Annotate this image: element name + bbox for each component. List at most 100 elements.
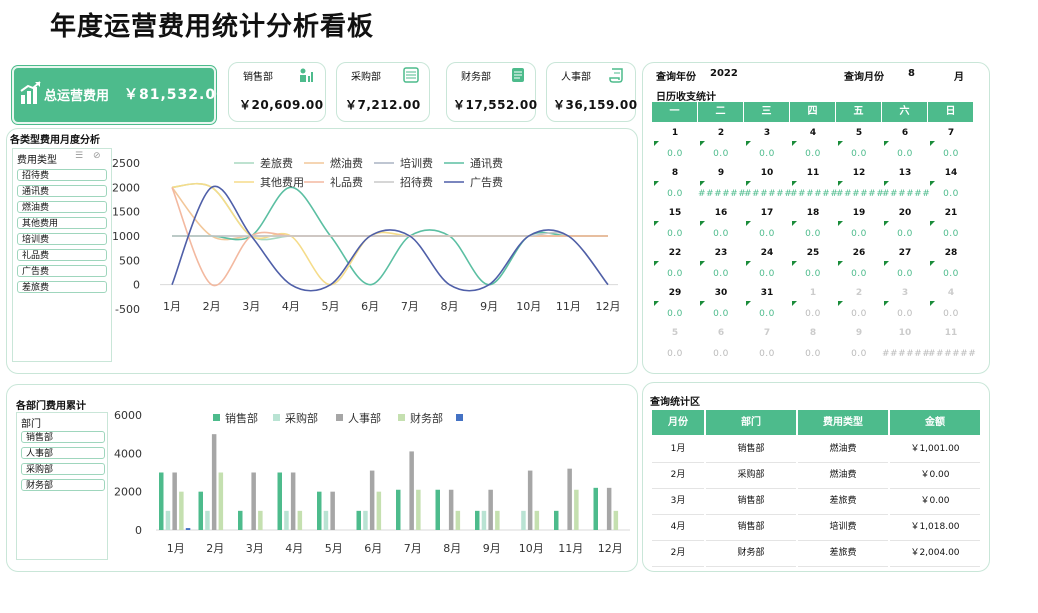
slicer-item[interactable]: 礼品费: [17, 249, 107, 261]
calendar-day-value: 0.0: [667, 349, 683, 359]
y-tick-label: 2000: [112, 181, 140, 194]
query-cell: ￥0.00: [890, 488, 980, 515]
calendar-day: 7: [763, 328, 771, 338]
bar: [172, 472, 177, 530]
comment-marker: [700, 301, 705, 306]
calendar-day-value: 0.0: [713, 349, 729, 359]
slicer-item[interactable]: 销售部: [21, 431, 105, 443]
bar: [363, 510, 368, 530]
slicer-item[interactable]: 燃油费: [17, 201, 107, 213]
x-tick-label: 10月: [516, 300, 541, 313]
calendar-day-value: 0.0: [667, 149, 683, 159]
slicer-item[interactable]: 招待费: [17, 169, 107, 181]
calendar-day: 24: [760, 248, 774, 258]
multi-select-icon[interactable]: ☰: [75, 151, 84, 161]
weekday-header: 四: [790, 102, 835, 122]
dept-value: ￥36,159.00: [553, 98, 638, 112]
calendar-day-value: ######: [836, 189, 885, 199]
bar: [179, 491, 184, 530]
comment-marker: [792, 301, 797, 306]
comment-marker: [930, 141, 935, 146]
calendar-day-value: 0.0: [851, 149, 867, 159]
comment-marker: [746, 181, 751, 186]
calendar-title: 日历收支统计: [656, 92, 716, 103]
comment-marker: [654, 221, 659, 226]
weekday-header: 日: [928, 102, 973, 122]
bar: [521, 510, 526, 530]
slicer-item[interactable]: 广告费: [17, 265, 107, 277]
calendar-day-value: 0.0: [713, 149, 729, 159]
calendar-day: 27: [898, 248, 912, 258]
bar: [554, 510, 559, 530]
bar: [159, 472, 164, 530]
comment-marker: [700, 181, 705, 186]
series-line: [171, 185, 609, 292]
bar: [376, 491, 382, 530]
calendar-day-value: 0.0: [897, 269, 913, 279]
comment-marker: [700, 261, 705, 266]
x-tick-label: 10月: [519, 542, 544, 555]
x-tick-label: 2月: [203, 300, 221, 313]
total-expense-label: 总运营费用: [44, 89, 110, 104]
department-slicer[interactable]: 部门 销售部 人事部 采购部 财务部: [16, 412, 108, 560]
total-expense-card: 总运营费用 ￥81,532.00: [12, 66, 226, 124]
query-month-value[interactable]: 8: [908, 68, 915, 79]
slicer-item[interactable]: 通讯费: [17, 185, 107, 197]
calendar-day-value: 0.0: [805, 229, 821, 239]
dept-value: ￥17,552.00: [453, 98, 538, 112]
clear-filter-icon[interactable]: ⊘: [93, 151, 101, 161]
legend-label: 销售部: [225, 411, 258, 425]
legend-label: 培训费: [400, 156, 433, 170]
calendar-day: 2: [855, 288, 863, 298]
query-cell: 差旅费: [798, 488, 888, 515]
x-tick-label: 11月: [556, 300, 581, 313]
calendar-day: 7: [947, 128, 955, 138]
calendar-day: 9: [717, 168, 725, 178]
dept-name: 采购部: [351, 72, 381, 83]
comment-marker: [654, 141, 659, 146]
x-tick-label: 5月: [322, 300, 340, 313]
bar: [238, 510, 243, 530]
calendar-day-value: 0.0: [667, 229, 683, 239]
calendar-day-value: 0.0: [943, 309, 959, 319]
slicer-item[interactable]: 其他费用: [17, 217, 107, 229]
expense-type-slicer[interactable]: 费用类型 ☰ ⊘ 招待费 通讯费 燃油费 其他费用 培训费 礼品费 广告费 差旅…: [12, 148, 112, 362]
slicer-item[interactable]: 采购部: [21, 463, 105, 475]
calendar-day: 6: [717, 328, 725, 338]
query-cell: 燃油费: [798, 462, 888, 489]
y-tick-label: 0: [135, 524, 142, 537]
bar: [205, 510, 210, 530]
bar: [475, 510, 480, 530]
dept-value: ￥7,212.00: [345, 98, 421, 112]
x-tick-label: 5月: [325, 542, 343, 555]
query-cell: ￥0.00: [890, 462, 980, 489]
x-tick-label: 8月: [443, 542, 461, 555]
legend-label: 人事部: [348, 411, 381, 425]
comment-marker: [654, 181, 659, 186]
comment-marker: [930, 181, 935, 186]
bar: [198, 491, 203, 530]
calendar-day: 10: [760, 168, 774, 178]
slicer-item[interactable]: 财务部: [21, 479, 105, 491]
total-expense-value: ￥81,532.00: [124, 87, 227, 103]
weekday-header: 五: [836, 102, 881, 122]
month-unit: 月: [954, 72, 964, 83]
legend-label: 礼品费: [330, 175, 363, 189]
calendar-day: 20: [898, 208, 912, 218]
calendar-day: 19: [852, 208, 866, 218]
slicer-item[interactable]: 人事部: [21, 447, 105, 459]
x-tick-label: 3月: [242, 300, 260, 313]
query-cell: 培训费: [798, 514, 888, 541]
slicer-item[interactable]: 差旅费: [17, 281, 107, 293]
calendar-day: 10: [898, 328, 912, 338]
slicer-item[interactable]: 培训费: [17, 233, 107, 245]
calendar-day: 4: [809, 128, 817, 138]
query-cell: 差旅费: [798, 540, 888, 567]
legend-swatch: [336, 414, 343, 421]
query-year-value[interactable]: 2022: [710, 68, 738, 79]
calendar-day-value: 0.0: [805, 309, 821, 319]
calendar-day: 26: [852, 248, 866, 258]
legend-swatch: [398, 414, 405, 421]
comment-marker: [746, 221, 751, 226]
calendar-day: 2: [717, 128, 725, 138]
